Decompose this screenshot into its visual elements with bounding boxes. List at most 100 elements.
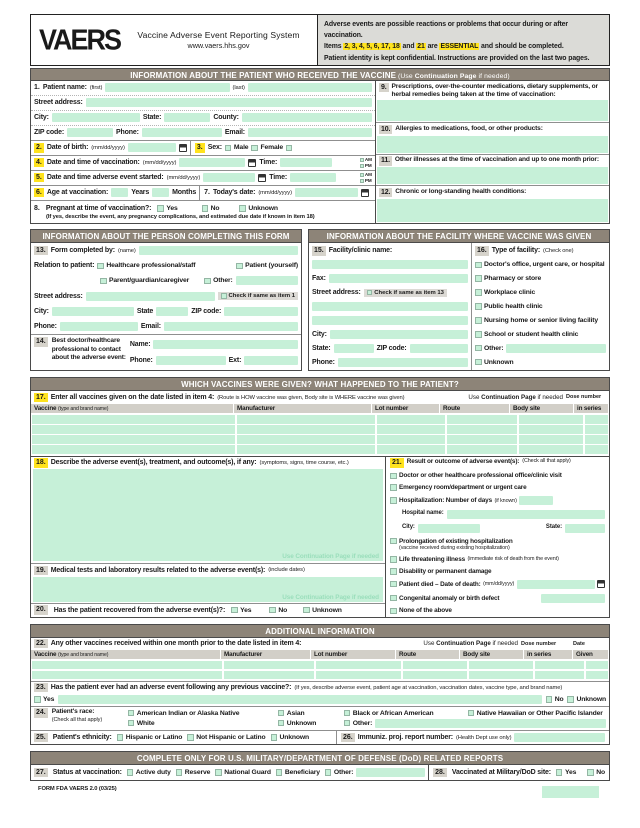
outcome-hospitalization[interactable]: Hospitalization: Number of days (if known… — [390, 496, 605, 506]
facility-type-other-input[interactable] — [506, 343, 606, 353]
date-given-cell[interactable] — [586, 670, 608, 679]
lot-cell[interactable] — [316, 670, 401, 679]
checkbox-icon[interactable] — [390, 484, 397, 491]
checkbox-icon[interactable] — [555, 769, 563, 776]
checkbox-icon[interactable] — [390, 607, 397, 615]
status-other[interactable]: Other: — [324, 768, 426, 777]
checkbox-icon[interactable] — [366, 289, 373, 296]
checkbox-icon[interactable] — [390, 568, 397, 575]
checkbox-icon[interactable] — [359, 178, 364, 183]
lot-cell[interactable] — [316, 660, 401, 669]
checkbox-icon[interactable] — [390, 556, 397, 563]
dose-cell[interactable] — [585, 445, 608, 454]
hospitalization-days-input[interactable] — [519, 496, 554, 506]
vaers-url-link[interactable]: www.vaers.hhs.gov — [187, 41, 250, 50]
checkbox-icon[interactable] — [175, 769, 183, 776]
same-as-item13-option[interactable]: Check if same as item 13 — [363, 288, 447, 297]
allergies-textarea[interactable] — [377, 135, 608, 153]
facility-type-doctors-office[interactable]: Doctor's office, urgent care, or hospita… — [475, 261, 605, 268]
hospital-state-input[interactable] — [565, 523, 605, 533]
doctor-ext-input[interactable] — [244, 355, 298, 365]
pm-option[interactable]: PM — [359, 163, 372, 168]
checkbox-icon[interactable] — [390, 594, 397, 602]
manufacturer-cell[interactable] — [237, 445, 375, 454]
patient-email-input[interactable] — [247, 128, 372, 138]
facility-type-nursing-home[interactable]: Nursing home or senior living facility — [475, 317, 598, 324]
date-of-death-input[interactable] — [516, 579, 595, 589]
lot-cell[interactable] — [377, 445, 445, 454]
vaccine-cell[interactable] — [32, 415, 235, 424]
bodysite-cell[interactable] — [519, 435, 583, 444]
prev-event-yes-option[interactable]: Yes — [34, 696, 54, 703]
checkbox-icon[interactable] — [127, 709, 135, 717]
outcome-congenital-anomaly[interactable]: Congenital anomaly or birth defect — [390, 593, 605, 603]
lot-cell[interactable] — [377, 435, 445, 444]
patient-first-name-input[interactable] — [105, 83, 230, 93]
checkbox-icon[interactable] — [204, 277, 211, 285]
checkbox-icon[interactable] — [221, 293, 227, 299]
race-asian[interactable]: Asian — [277, 709, 344, 717]
doctor-phone-input[interactable] — [155, 355, 226, 365]
facility-zip-input[interactable] — [409, 343, 468, 353]
vaccine-cell[interactable] — [32, 445, 235, 454]
race-other[interactable]: Other: — [343, 718, 606, 728]
dose-cell[interactable] — [585, 425, 608, 434]
checkbox-icon[interactable] — [390, 497, 397, 504]
outcome-prolongation[interactable]: Prolongation of existing hospitalization… — [390, 537, 513, 552]
checkbox-icon[interactable] — [359, 157, 364, 162]
checkbox-icon[interactable] — [475, 303, 482, 310]
chronic-conditions-textarea[interactable] — [377, 198, 608, 222]
facility-street-input-2[interactable] — [312, 315, 468, 325]
facility-type-public-health[interactable]: Public health clinic — [475, 303, 543, 310]
checkbox-icon[interactable] — [390, 580, 397, 588]
facility-type-workplace[interactable]: Workplace clinic — [475, 289, 535, 296]
describe-event-textarea[interactable]: Use Continuation Page if needed — [33, 469, 383, 561]
pregnant-no-option[interactable]: No — [201, 205, 220, 212]
relation-other-input[interactable] — [235, 276, 298, 286]
ethnicity-unknown[interactable]: Unknown — [270, 734, 309, 741]
outcome-none-of-above[interactable]: None of the above — [390, 607, 452, 614]
manufacturer-cell[interactable] — [237, 425, 375, 434]
facility-fax-input[interactable] — [328, 274, 468, 284]
checkbox-icon[interactable] — [116, 734, 124, 741]
age-months-input[interactable] — [152, 188, 170, 198]
same-as-item1-option[interactable]: Check if same as item 1 — [218, 292, 298, 301]
patient-phone-input[interactable] — [141, 128, 222, 138]
relation-hcp-option[interactable]: Healthcare professional/staff — [97, 262, 195, 269]
sex-female-option[interactable]: Female — [251, 144, 283, 151]
bodysite-cell[interactable] — [469, 670, 533, 679]
facility-name-input[interactable] — [312, 260, 468, 270]
dod-site-yes-option[interactable]: Yes — [555, 769, 576, 776]
relation-parent-option[interactable]: Parent/guardian/caregiver — [100, 277, 189, 284]
calendar-icon[interactable] — [178, 143, 187, 152]
pm-option[interactable]: PM — [359, 178, 372, 183]
checkbox-icon[interactable] — [303, 606, 310, 614]
checkbox-icon[interactable] — [324, 769, 332, 776]
facility-type-unknown[interactable]: Unknown — [475, 359, 514, 366]
checkbox-icon[interactable] — [251, 144, 258, 152]
manufacturer-cell[interactable] — [237, 435, 375, 444]
dose-cell[interactable] — [585, 435, 608, 444]
route-cell[interactable] — [447, 435, 517, 444]
age-years-input[interactable] — [111, 188, 129, 198]
completer-email-input[interactable] — [163, 321, 298, 331]
recovered-no-option[interactable]: No — [269, 607, 287, 614]
adverse-event-date-input[interactable] — [203, 173, 256, 183]
todays-date-input[interactable] — [294, 188, 358, 198]
facility-city-input[interactable] — [329, 329, 468, 339]
completer-state-input[interactable] — [156, 306, 189, 316]
vaccination-date-input[interactable] — [179, 158, 246, 168]
facility-phone-input[interactable] — [337, 357, 468, 367]
checkbox-icon[interactable] — [277, 709, 285, 717]
facility-type-other[interactable]: Other: — [475, 343, 606, 353]
sex-male-option[interactable]: Male — [224, 144, 249, 151]
checkbox-icon[interactable] — [97, 262, 104, 269]
patient-last-name-input[interactable] — [247, 83, 372, 93]
checkbox-icon[interactable] — [157, 205, 164, 212]
patient-zip-input[interactable] — [67, 128, 114, 138]
dose-cell[interactable] — [585, 415, 608, 424]
checkbox-icon[interactable] — [239, 205, 246, 212]
ethnicity-not-hispanic[interactable]: Not Hispanic or Latino — [187, 734, 266, 741]
checkbox-icon[interactable] — [475, 317, 482, 324]
route-cell[interactable] — [403, 670, 467, 679]
